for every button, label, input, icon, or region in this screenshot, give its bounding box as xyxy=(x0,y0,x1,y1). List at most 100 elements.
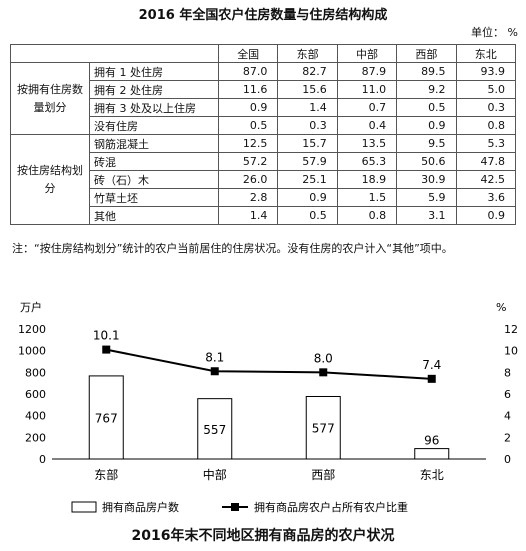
table-cell: 15.7 xyxy=(277,134,338,153)
unit-label: 单位： % xyxy=(471,26,518,39)
table-cell: 3.1 xyxy=(396,206,457,225)
table-cell: 25.1 xyxy=(277,170,338,189)
column-header: 西部 xyxy=(396,44,457,63)
right-tick-label: 10 xyxy=(504,345,518,358)
right-tick-label: 0 xyxy=(504,453,511,466)
table-cell: 42.5 xyxy=(455,170,517,189)
row-label: 钢筋混凝土 xyxy=(89,134,219,153)
table-cell: 93.9 xyxy=(455,62,517,81)
row-label: 拥有 1 处住房 xyxy=(89,62,219,81)
table-cell: 1.4 xyxy=(277,98,338,117)
left-tick-label: 1200 xyxy=(18,323,46,336)
row-label: 拥有 2 处住房 xyxy=(89,80,219,99)
table-title: 2016 年全国农户住房数量与住房结构构成 xyxy=(138,8,388,23)
table-cell: 0.5 xyxy=(217,116,279,135)
table-cell: 0.8 xyxy=(336,206,398,225)
table-cell: 47.8 xyxy=(455,152,517,171)
x-tick-label: 西部 xyxy=(311,467,335,482)
table-row: 拥有 2 处住房 11.6 15.6 11.0 9.2 5.0 xyxy=(11,80,517,99)
right-tick-label: 12 xyxy=(504,323,518,336)
table-cell: 65.3 xyxy=(336,152,398,171)
line-marker xyxy=(319,368,328,377)
table-note: 注：“按住房结构划分”统计的农户当前居住的住房状况。没有住房的农户计入“其他”项… xyxy=(12,242,453,255)
table-cell: 18.9 xyxy=(336,170,398,189)
table-cell: 1.5 xyxy=(336,188,398,207)
table-cell: 57.9 xyxy=(277,152,338,171)
left-tick-label: 1000 xyxy=(18,345,46,358)
legend-line-label: 拥有商品房农户占所有农户比重 xyxy=(254,500,408,514)
bar-series: 767 557 577 96 xyxy=(88,375,450,460)
line-value-label: 7.4 xyxy=(422,358,441,372)
group-label: 按拥有住房数量划分 xyxy=(10,62,90,135)
table-cell: 0.4 xyxy=(336,116,398,135)
column-header: 东北 xyxy=(455,44,517,63)
table-cell: 0.3 xyxy=(277,116,338,135)
line-path xyxy=(106,348,432,380)
line-value-label: 10.1 xyxy=(93,329,120,343)
right-tick-label: 8 xyxy=(504,366,511,379)
table-row: 其他 1.4 0.5 0.8 3.1 0.9 xyxy=(11,206,517,225)
group-label: 按住房结构划分 xyxy=(10,134,90,225)
right-unit-label: % xyxy=(496,301,506,314)
table-cell: 9.2 xyxy=(396,80,457,99)
table-cell: 89.5 xyxy=(396,62,457,81)
row-label: 其他 xyxy=(89,206,219,225)
left-axis: 0 200 400 600 800 1000 1200 xyxy=(18,323,486,466)
bar xyxy=(305,395,341,460)
table-cell: 0.9 xyxy=(396,116,457,135)
table-cell: 0.3 xyxy=(455,98,517,117)
table-cell: 3.6 xyxy=(455,188,517,207)
table-cell: 82.7 xyxy=(277,62,338,81)
left-tick-label: 800 xyxy=(25,366,46,379)
bar-value-label: 557 xyxy=(203,423,226,437)
table-row: 没有住房 0.5 0.3 0.4 0.9 0.8 xyxy=(11,116,517,135)
table-row: 砖混 57.2 57.9 65.3 50.6 47.8 xyxy=(11,152,517,171)
right-tick-label: 2 xyxy=(504,431,511,444)
bar-value-label: 96 xyxy=(424,434,439,448)
housing-table: 全国 东部 中部 西部 东北 按拥有住房数量划分 拥有 1 处住房 87.0 8… xyxy=(10,44,517,225)
left-unit-label: 万户 xyxy=(20,300,42,314)
left-tick-label: 200 xyxy=(25,431,46,444)
legend-bar-swatch xyxy=(71,501,97,513)
chart-title: 2016年末不同地区拥有商品房的农户状况 xyxy=(131,528,395,544)
line-value-label: 8.1 xyxy=(205,350,224,364)
bar-value-label: 767 xyxy=(95,411,118,425)
x-tick-label: 中部 xyxy=(203,467,227,482)
right-axis: 0 2 4 6 8 10 12 xyxy=(504,323,518,466)
row-label: 砖（石）木 xyxy=(89,170,219,189)
table-header-row: 全国 东部 中部 西部 东北 xyxy=(10,44,517,63)
table-row: 按拥有住房数量划分 拥有 1 处住房 87.0 82.7 87.9 89.5 9… xyxy=(10,62,517,135)
bar xyxy=(414,448,450,460)
legend: 拥有商品房户数 拥有商品房农户占所有农户比重 xyxy=(71,500,408,514)
table-cell: 2.8 xyxy=(217,188,279,207)
combo-chart: 万户 % 0 200 400 600 800 1000 1200 0 2 4 6 8 10 12 767… xyxy=(18,300,518,514)
table-cell: 13.5 xyxy=(336,134,398,153)
corner-cell xyxy=(10,44,219,63)
table-cell: 9.5 xyxy=(396,134,457,153)
table-cell: 0.9 xyxy=(277,188,338,207)
row-label: 拥有 3 处及以上住房 xyxy=(89,98,219,117)
table-cell: 87.0 xyxy=(217,62,279,81)
line-marker xyxy=(102,345,111,354)
x-axis-labels: 东部 中部 西部 东北 xyxy=(94,467,444,482)
table-cell: 5.9 xyxy=(396,188,457,207)
row-label: 没有住房 xyxy=(89,116,219,135)
chart-area: 万户 % 0 200 400 600 800 1000 1200 0 2 4 6 8 10 12 767… xyxy=(0,295,526,521)
x-tick-label: 东北 xyxy=(420,468,444,482)
column-header: 中部 xyxy=(336,44,398,63)
table-cell: 0.8 xyxy=(455,116,517,135)
left-tick-label: 400 xyxy=(25,410,46,423)
bar xyxy=(88,375,124,460)
x-tick-label: 东部 xyxy=(94,467,118,482)
table-cell: 15.6 xyxy=(277,80,338,99)
right-tick-label: 4 xyxy=(504,410,511,423)
table-cell: 30.9 xyxy=(396,170,457,189)
column-header: 东部 xyxy=(277,44,338,63)
table-cell: 0.5 xyxy=(396,98,457,117)
bar-value-label: 577 xyxy=(312,422,335,436)
left-tick-label: 600 xyxy=(25,388,46,401)
legend-line-marker xyxy=(231,503,239,511)
table-cell: 0.9 xyxy=(455,206,517,225)
line-marker xyxy=(427,374,436,383)
row-label: 砖混 xyxy=(89,152,219,171)
